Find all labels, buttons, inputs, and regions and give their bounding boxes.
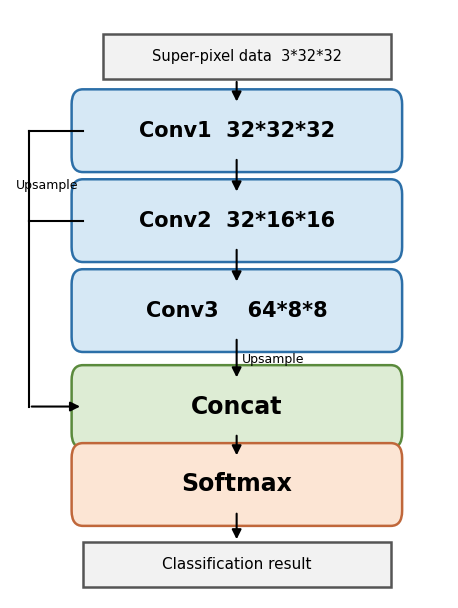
Text: Softmax: Softmax	[181, 472, 292, 497]
FancyBboxPatch shape	[71, 179, 402, 262]
FancyBboxPatch shape	[83, 542, 391, 587]
FancyBboxPatch shape	[71, 89, 402, 172]
FancyBboxPatch shape	[71, 269, 402, 352]
FancyBboxPatch shape	[103, 34, 391, 79]
Text: Conv2  32*16*16: Conv2 32*16*16	[139, 210, 335, 230]
Text: Upsample: Upsample	[241, 353, 304, 366]
Text: Concat: Concat	[191, 395, 283, 418]
Text: Classification result: Classification result	[162, 557, 311, 572]
FancyBboxPatch shape	[71, 443, 402, 526]
Text: Conv1  32*32*32: Conv1 32*32*32	[139, 121, 335, 140]
Text: Conv3    64*8*8: Conv3 64*8*8	[146, 300, 327, 320]
Text: Upsample: Upsample	[16, 179, 78, 192]
FancyBboxPatch shape	[71, 365, 402, 448]
Text: Super-pixel data  3*32*32: Super-pixel data 3*32*32	[152, 49, 342, 64]
